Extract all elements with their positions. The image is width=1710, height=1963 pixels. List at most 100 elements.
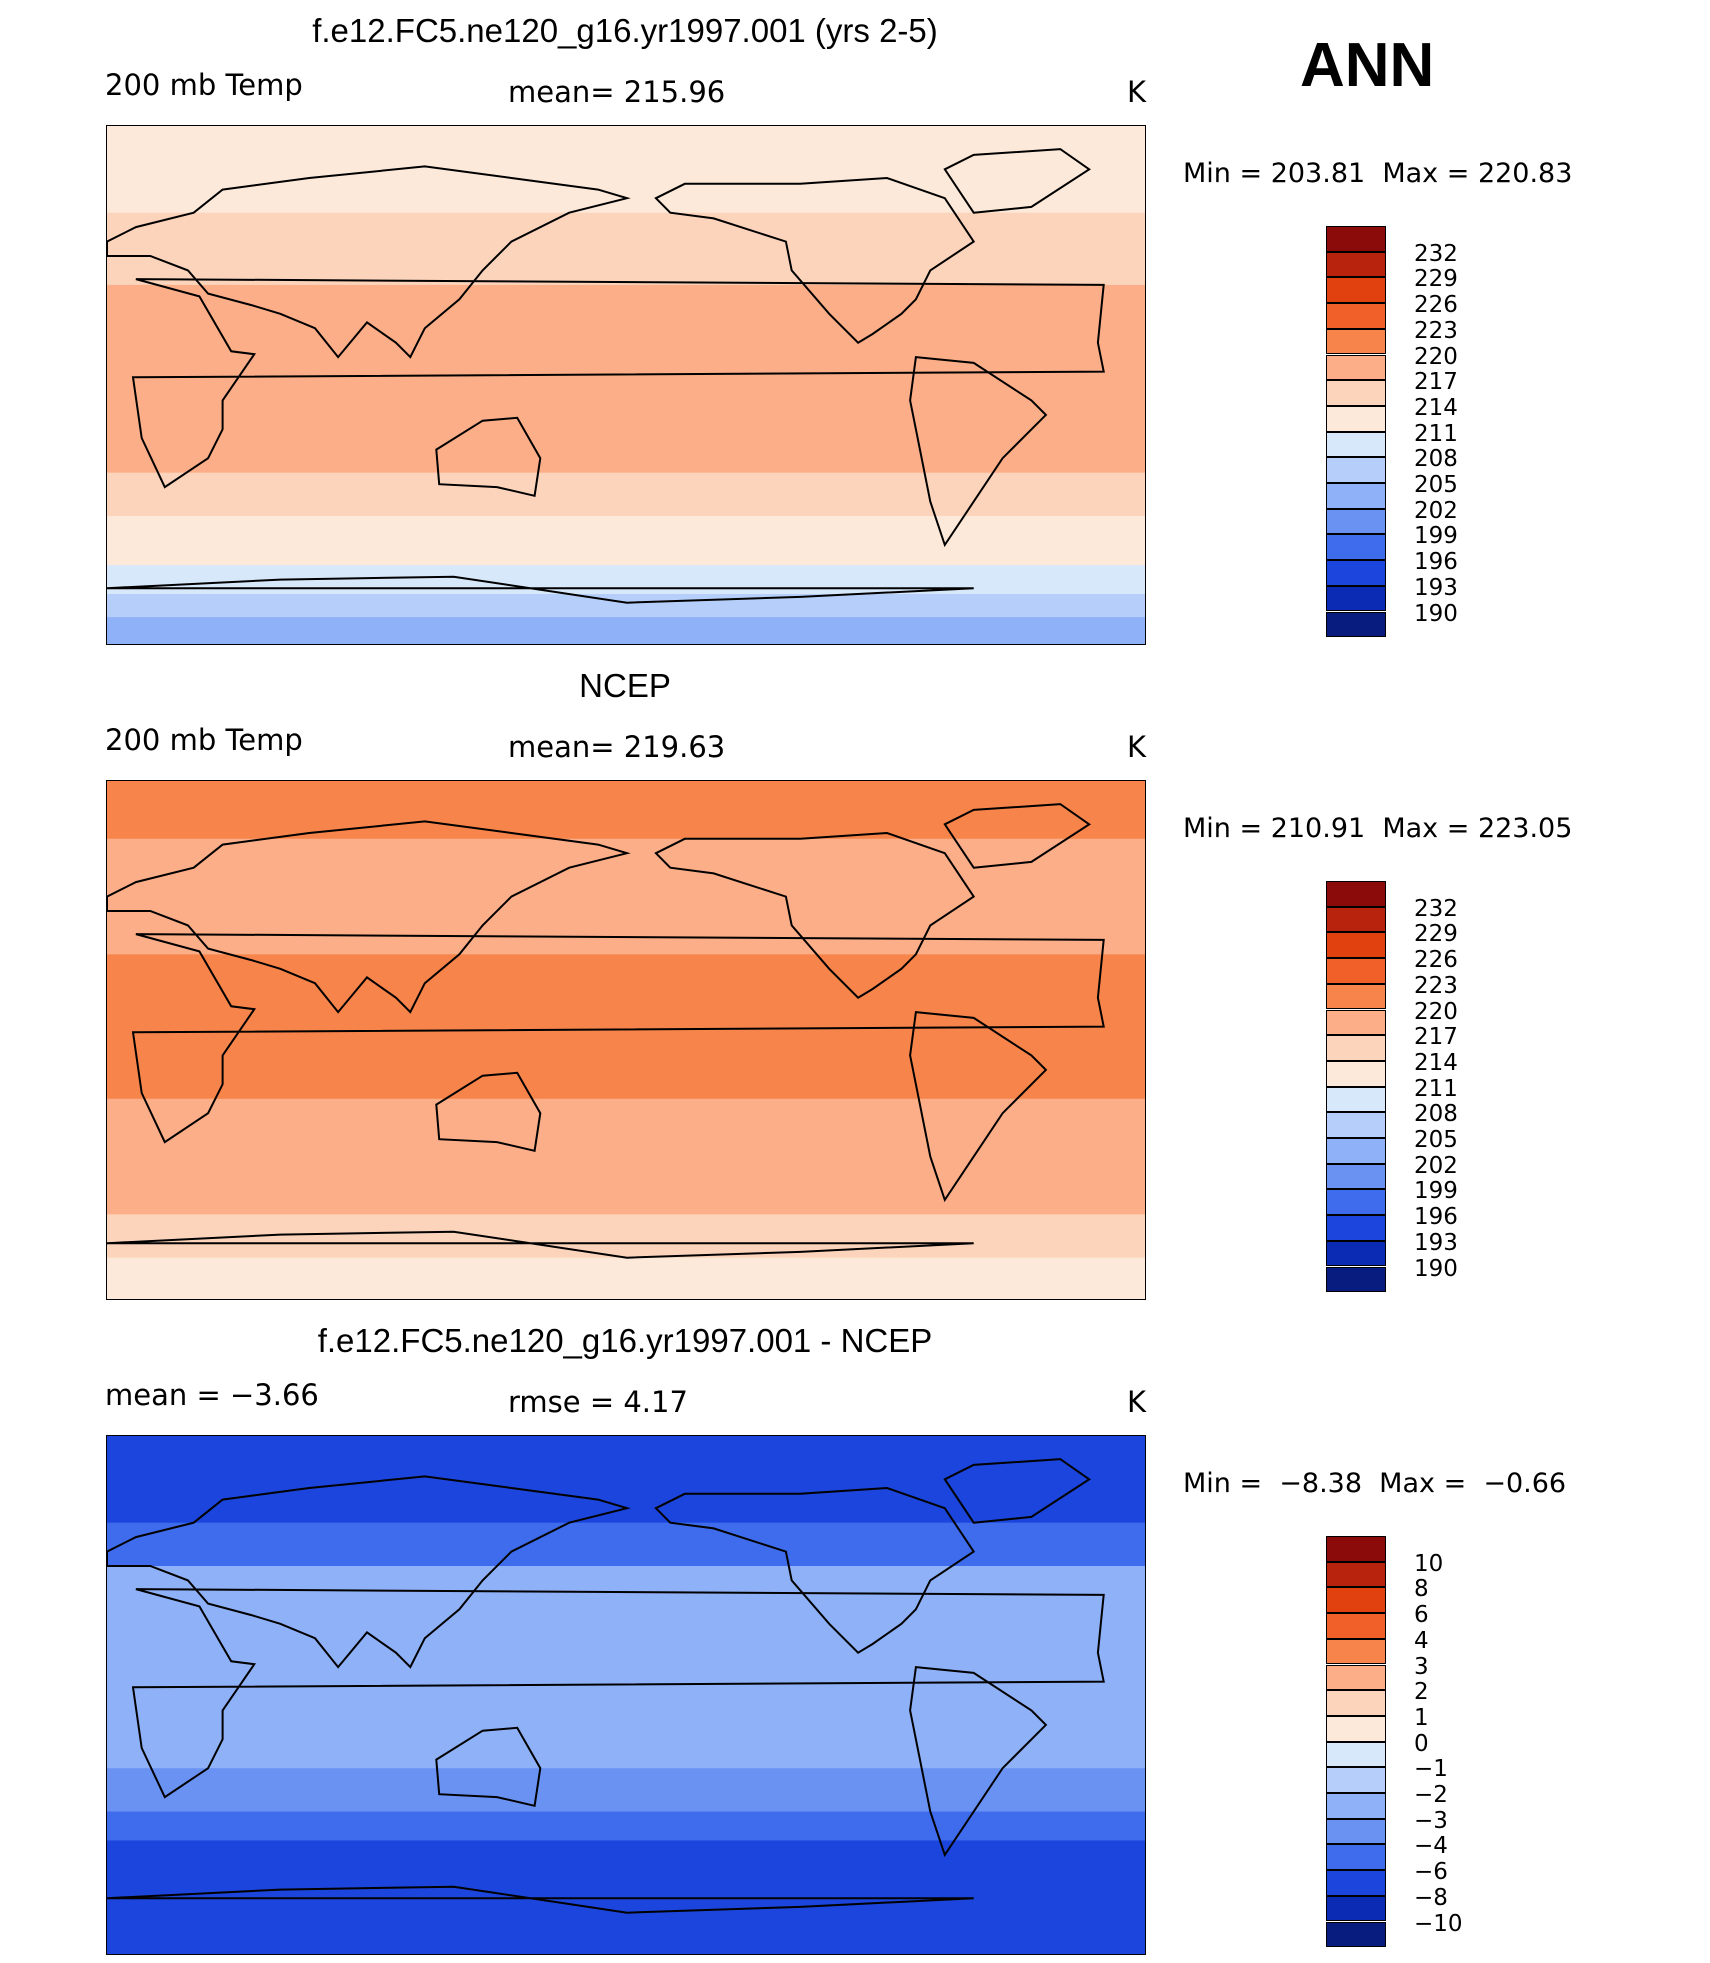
contour-band <box>107 1436 1145 1524</box>
panel-left-label: 200 mb Temp <box>105 723 303 757</box>
contour-band <box>107 1811 1145 1842</box>
colorbar-label: 2 <box>1414 1679 1429 1706</box>
panel-left-label: 200 mb Temp <box>105 68 303 102</box>
contour-band <box>107 516 1145 567</box>
contour-band <box>107 212 1145 286</box>
colorbar-label: 226 <box>1414 292 1458 319</box>
map-svg <box>107 1436 1145 1954</box>
colorbar-swatch <box>1326 1138 1386 1164</box>
colorbar-swatch <box>1326 1870 1386 1896</box>
colorbar-swatch <box>1326 1767 1386 1793</box>
colorbar-swatch <box>1326 1895 1386 1922</box>
colorbar-swatch <box>1326 1921 1386 1948</box>
colorbar-swatch <box>1326 1844 1386 1871</box>
map-svg <box>107 126 1145 644</box>
contour-band <box>107 594 1145 619</box>
colorbar-swatch <box>1326 534 1386 561</box>
colorbar-swatch <box>1326 1561 1386 1588</box>
colorbar-label: 190 <box>1414 600 1458 627</box>
colorbar-label: 199 <box>1414 523 1458 550</box>
colorbar-label: 190 <box>1414 1255 1458 1282</box>
colorbar-label: 217 <box>1414 369 1458 396</box>
colorbar-label: −3 <box>1414 1807 1448 1834</box>
colorbar-label: 205 <box>1414 472 1458 498</box>
colorbar-swatch <box>1326 405 1386 432</box>
coastline <box>435 416 542 498</box>
colorbar-swatch <box>1326 1587 1386 1614</box>
colorbar-label: 10 <box>1414 1550 1444 1577</box>
colorbar-swatch <box>1326 380 1386 406</box>
colorbar-swatch <box>1326 226 1386 252</box>
panel-center-label: mean= 215.96 <box>508 75 726 109</box>
colorbar-swatch <box>1326 328 1386 355</box>
colorbar-swatch <box>1326 1613 1386 1639</box>
coastline <box>909 356 1048 548</box>
colorbar-label: 193 <box>1414 574 1458 601</box>
colorbar-swatch <box>1326 303 1386 329</box>
colorbar-swatch <box>1326 1035 1386 1061</box>
contour-band <box>107 126 1145 214</box>
coastline <box>943 1458 1091 1524</box>
contour-band <box>107 1566 1145 1640</box>
colorbar-label: 232 <box>1414 895 1458 922</box>
panel-title: f.e12.FC5.ne120_g16.yr1997.001 (yrs 2-5) <box>312 12 938 49</box>
coastline <box>131 1588 1105 1799</box>
coastline <box>909 1011 1048 1203</box>
panel-center-label: mean= 219.63 <box>508 730 726 764</box>
colorbar-label: 223 <box>1414 317 1458 344</box>
colorbar-swatch <box>1326 958 1386 984</box>
min-max-label: Min = 210.91 Max = 223.05 <box>1183 813 1573 844</box>
coastline <box>943 148 1091 214</box>
colorbar-swatch <box>1326 1690 1386 1716</box>
colorbar-swatch <box>1326 1163 1386 1190</box>
colorbar-swatch <box>1326 932 1386 959</box>
coastline <box>943 803 1091 869</box>
colorbar-label: 6 <box>1414 1602 1429 1629</box>
coastline <box>435 1726 542 1808</box>
colorbar-swatch <box>1326 1793 1386 1819</box>
coastline <box>654 176 976 344</box>
colorbar-swatch <box>1326 431 1386 458</box>
colorbar-swatch <box>1326 277 1386 304</box>
colorbar-label: 205 <box>1414 1127 1458 1153</box>
panel-title: NCEP <box>579 667 671 704</box>
map-svg <box>107 781 1145 1299</box>
colorbar-swatch <box>1326 1215 1386 1241</box>
colorbar-label: 223 <box>1414 972 1458 999</box>
coastline <box>654 831 976 999</box>
min-max-label: Min = −8.38 Max = −0.66 <box>1183 1468 1567 1499</box>
colorbar-label: 208 <box>1414 1101 1458 1128</box>
colorbar-label: 214 <box>1414 394 1458 421</box>
panel-units-label: K <box>1127 730 1147 764</box>
contour-band <box>107 781 1145 840</box>
colorbar-label: −1 <box>1414 1756 1448 1783</box>
coastline <box>107 575 974 604</box>
season-label: ANN <box>1300 31 1435 100</box>
colorbar-label: 211 <box>1414 1075 1458 1102</box>
colorbar-swatch <box>1326 1240 1386 1267</box>
contour-band <box>107 1098 1145 1216</box>
colorbar-swatch <box>1326 1189 1386 1216</box>
colorbar-label: 196 <box>1414 1204 1458 1231</box>
map-panel <box>106 1435 1146 1955</box>
colorbar-swatch <box>1326 1664 1386 1691</box>
contour-band <box>107 284 1145 474</box>
colorbar-label: 220 <box>1414 998 1458 1025</box>
colorbar-label: 199 <box>1414 1178 1458 1205</box>
coastline <box>107 820 631 1014</box>
colorbar-label: 220 <box>1414 343 1458 370</box>
min-max-label: Min = 203.81 Max = 220.83 <box>1183 158 1573 189</box>
colorbar-label: 226 <box>1414 947 1458 974</box>
colorbar-label: 211 <box>1414 420 1458 447</box>
colorbar-label: 202 <box>1414 497 1458 524</box>
colorbar-label: 229 <box>1414 266 1458 293</box>
colorbar-swatch <box>1326 1112 1386 1138</box>
colorbar-label: 208 <box>1414 446 1458 473</box>
colorbar-swatch <box>1326 1266 1386 1293</box>
coastline <box>107 165 631 359</box>
colorbar-swatch <box>1326 611 1386 638</box>
colorbar-label: 196 <box>1414 549 1458 576</box>
colorbar-swatch <box>1326 1715 1386 1742</box>
colorbar-swatch <box>1326 983 1386 1010</box>
panel-units-label: K <box>1127 75 1147 109</box>
